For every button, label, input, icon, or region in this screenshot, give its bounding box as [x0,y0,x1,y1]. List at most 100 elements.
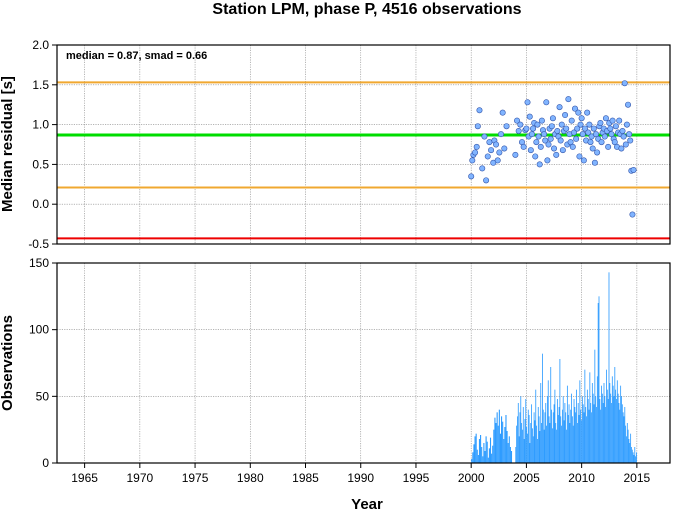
year-x-ticks: 1965 1970 1975 1980 1985 1990 1995 2000 2005 2010… [71,463,651,485]
observation-bar [592,393,594,463]
residual-point [526,113,533,120]
residual-point [601,133,608,140]
x-tick-label: 2015 [624,471,651,485]
residual-point [620,133,627,140]
residual-point [554,127,561,134]
residual-point [572,105,579,112]
observation-bar [616,380,618,463]
observation-bar [494,417,496,463]
x-tick-label: 1975 [182,471,209,485]
observation-bar [591,383,593,463]
residual-point [536,161,543,168]
residual-point [619,127,626,134]
observation-bar [582,404,584,463]
residual-point [630,166,637,173]
observation-bar [594,349,596,463]
residual-point [621,80,628,87]
observation-bar [495,423,497,463]
observation-bar [601,393,603,463]
observation-bar [471,459,473,463]
observation-bar [635,456,637,463]
x-tick-label: 1970 [126,471,153,485]
residual-point [488,147,495,154]
residual-point [608,131,615,138]
observation-bar [491,453,493,463]
residual-point [517,121,524,128]
observation-bar [502,421,504,463]
observation-bar [616,399,617,463]
observation-bar [560,416,562,463]
observation-bar [547,380,549,463]
residual-point [557,137,564,144]
observation-bar [555,423,557,463]
observation-bar [568,404,570,463]
observation-bar [615,389,617,463]
observation-bar [605,407,607,463]
observation-bar [574,407,576,463]
observation-bar [601,385,602,463]
observation-bar [475,433,477,463]
observation-bar [577,403,579,463]
observation-bar [621,396,622,463]
residual-point [542,137,549,144]
observation-bar [561,409,563,463]
observation-bar [539,431,541,463]
x-tick-label: 1980 [237,471,264,485]
observation-bar [606,389,608,463]
observation-bar [519,412,521,463]
observation-bar [543,429,545,463]
residual-point [484,153,491,160]
observation-bar [532,428,533,463]
residual-point [558,121,565,128]
observation-bar [522,429,523,463]
residual-point [587,139,594,146]
residual-point [499,109,506,116]
observation-bar [581,396,583,463]
observation-bar [559,359,561,463]
residual-panel: 2.0 1.5 1.0 0.5 0.0 -0.5 median = 0.87, smad … [0,38,671,251]
observation-bar [504,427,506,463]
residual-point [523,125,530,132]
y-tick-label: 0 [42,456,49,470]
observation-bar [532,436,534,463]
observation-bar [486,441,488,463]
y-tick-label: -0.5 [28,237,49,251]
residual-point [579,131,586,138]
y-tick-label: 100 [29,323,49,337]
observation-bar [621,404,623,463]
y-tick-label: 2.0 [32,38,49,52]
residual-point [545,141,552,148]
residual-point [494,157,501,164]
y-tick-label: 150 [29,256,49,270]
residual-point [625,101,632,108]
observation-bar [584,369,586,463]
observation-bar [589,372,591,463]
observation-bar [481,447,483,463]
observation-bar [474,436,476,463]
residual-point [584,109,591,116]
observation-bar [557,415,559,463]
observation-bar [517,416,518,463]
y-tick-label: 1.5 [32,78,49,92]
residual-point [483,177,490,184]
residual-point [541,131,548,138]
residual-point [469,157,476,164]
residual-point [468,173,475,180]
observation-bar [613,396,615,463]
observation-bar [496,412,498,463]
observation-bar [614,367,616,463]
observation-bar [569,423,571,463]
observation-bar [632,452,634,463]
residual-point [607,125,614,132]
observation-bar [551,409,552,463]
observation-bar [526,427,528,463]
observation-bar [596,407,597,463]
observation-bar [517,403,519,463]
observation-bar [542,409,544,463]
observations-y-ticks: 0 50 100 150 [29,256,57,470]
observation-bar [499,433,502,463]
residual-point [534,121,541,128]
residual-point [575,109,582,116]
residual-point [577,121,584,128]
observation-bar [553,404,555,463]
